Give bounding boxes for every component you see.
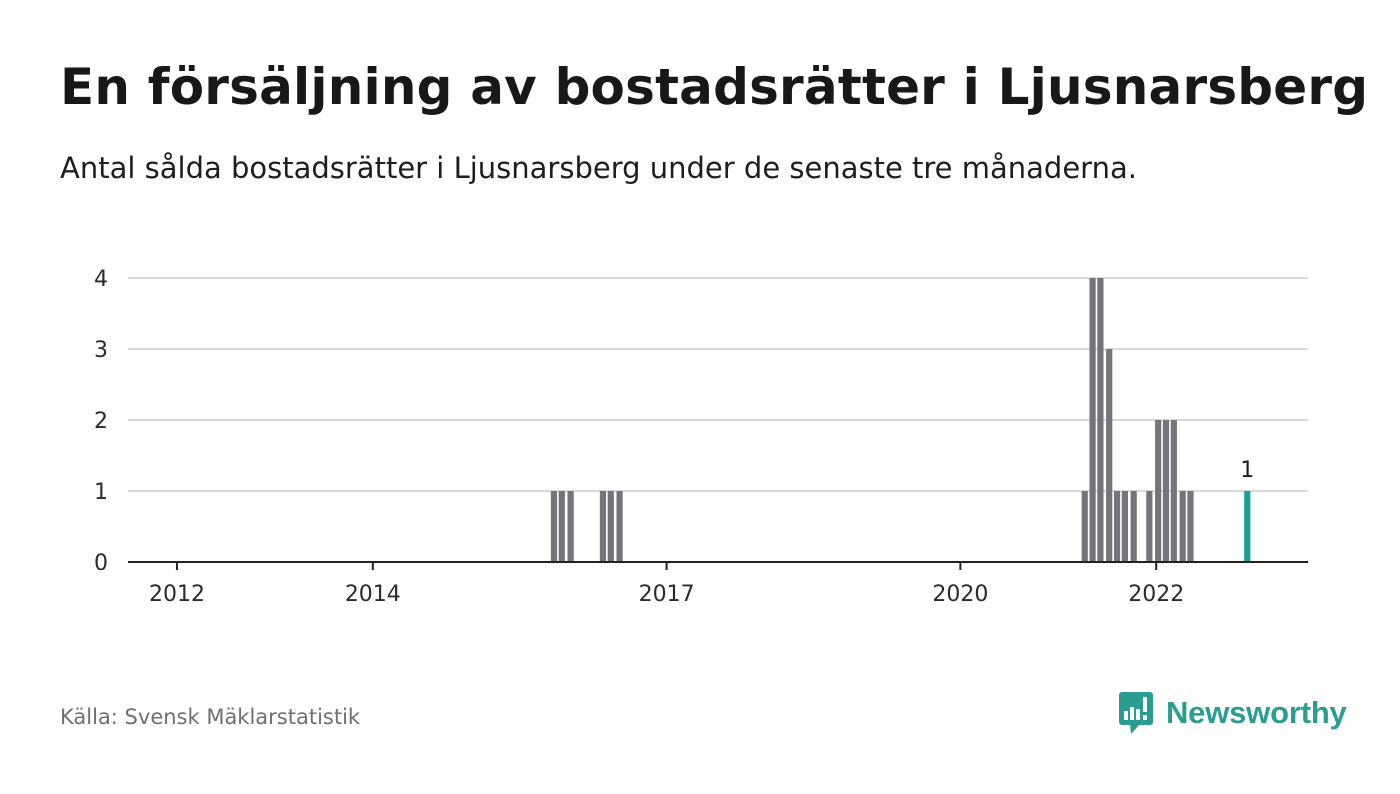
y-tick-label: 3 bbox=[94, 338, 108, 363]
bar bbox=[550, 491, 558, 562]
bar bbox=[1113, 491, 1121, 562]
data-labels: 1 bbox=[1240, 458, 1254, 483]
bar-chart-speech-bubble-icon bbox=[1119, 692, 1153, 734]
x-axis-ticks: 2012 2014 2017 2020 2022 bbox=[149, 562, 1184, 607]
y-tick-label: 0 bbox=[94, 551, 108, 576]
bar bbox=[599, 491, 607, 562]
bar bbox=[1155, 420, 1162, 562]
bar bbox=[1146, 491, 1153, 562]
bar bbox=[1170, 420, 1177, 562]
bar bbox=[1106, 349, 1113, 562]
bar bbox=[567, 491, 574, 562]
y-axis-ticks: 0 1 2 3 4 bbox=[94, 267, 108, 576]
bar bbox=[558, 491, 565, 562]
y-tick-label: 4 bbox=[94, 267, 108, 292]
bar bbox=[1179, 491, 1186, 562]
source-credit: Källa: Svensk Mäklarstatistik bbox=[60, 705, 361, 729]
bar bbox=[1081, 491, 1088, 562]
chart-title: En försäljning av bostadsrätter i Ljusna… bbox=[60, 58, 1369, 116]
y-tick-label: 2 bbox=[94, 409, 108, 434]
x-tick-label: 2022 bbox=[1128, 582, 1184, 607]
x-tick-label: 2020 bbox=[932, 582, 988, 607]
bar bbox=[1162, 420, 1170, 562]
brand-name: Newsworthy bbox=[1166, 695, 1347, 730]
bars bbox=[550, 278, 1251, 562]
chart-subtitle: Antal sålda bostadsrätter i Ljusnarsberg… bbox=[60, 151, 1137, 185]
brand-logo[interactable]: Newsworthy bbox=[1118, 690, 1347, 736]
x-tick-label: 2017 bbox=[639, 582, 695, 607]
gridlines bbox=[128, 277, 1308, 492]
bar bbox=[1187, 491, 1194, 562]
y-tick-label: 1 bbox=[94, 480, 108, 505]
bar bbox=[607, 491, 614, 562]
bar bbox=[1130, 491, 1137, 562]
bar bbox=[1097, 278, 1104, 562]
data-label: 1 bbox=[1240, 458, 1254, 483]
bar-highlight bbox=[1244, 491, 1251, 562]
x-tick-label: 2012 bbox=[149, 582, 205, 607]
x-tick-label: 2014 bbox=[345, 582, 401, 607]
bar bbox=[616, 491, 623, 562]
bar bbox=[1121, 491, 1128, 562]
bar bbox=[1089, 278, 1096, 562]
